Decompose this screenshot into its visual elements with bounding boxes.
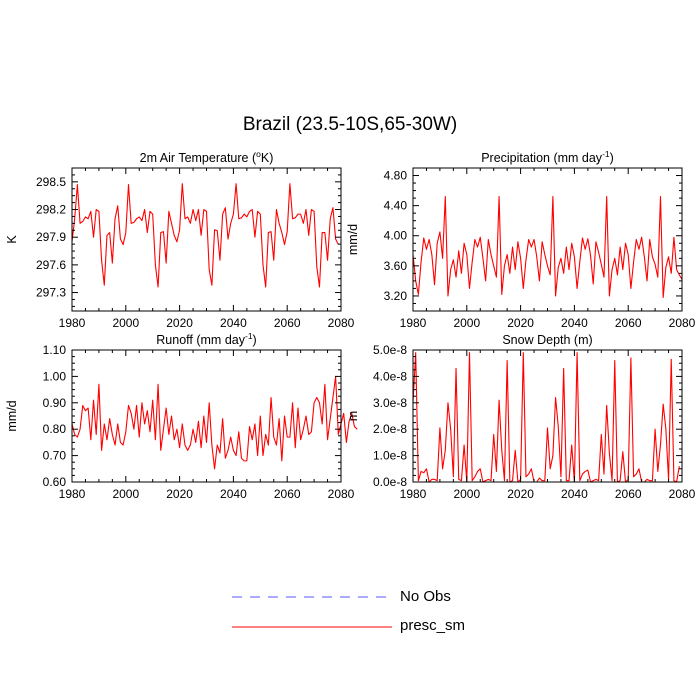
chart-2-y-tick-label: 3.60 (384, 259, 408, 273)
chart-2-title: Precipitation (mm day-1) (481, 149, 614, 165)
chart-2-x-tick-label: 2080 (669, 316, 696, 330)
chart-3-x-tick-label: 2060 (274, 487, 301, 501)
chart-3-y-axis-label: mm/d (5, 400, 19, 431)
chart-1-x-tick-label: 2040 (220, 316, 247, 330)
chart-2-y-tick-label: 4.00 (384, 229, 408, 243)
chart-1-y-tick-label: 297.3 (36, 286, 66, 300)
chart-3-y-tick-label: 0.90 (43, 396, 67, 410)
figure-title: Brazil (23.5-10S,65-30W) (242, 114, 458, 135)
chart-4-title: Snow Depth (m) (502, 333, 592, 347)
chart-3-plot-frame (71, 349, 342, 483)
chart-3-y-tick-label: 1.10 (43, 343, 67, 357)
chart-3-y-tick-label: 1.00 (43, 369, 67, 383)
chart-4-series-line (412, 352, 680, 483)
chart-4-x-tick-label: 2040 (561, 487, 588, 501)
chart-1-series-line (71, 183, 339, 288)
chart-2-x-tick-label: 2040 (561, 316, 588, 330)
chart-1-y-axis-label: K (5, 235, 19, 244)
chart-1-y-tick-label: 298.2 (36, 203, 66, 217)
chart-2-y-axis-label: mm/d (346, 224, 360, 255)
chart-3-x-tick-label: 2040 (220, 487, 247, 501)
chart-3-y-tick-label: 0.80 (43, 422, 67, 436)
chart-4-y-tick-label: 1.0e-8 (373, 449, 407, 463)
chart-3-x-tick-label: 2020 (166, 487, 193, 501)
chart-3-series-line (71, 375, 358, 470)
chart-3-x-tick-label: 1980 (59, 487, 86, 501)
chart-4-x-tick-label: 1980 (400, 487, 427, 501)
chart-4-x-tick-label: 2060 (615, 487, 642, 501)
chart-1-y-tick-label: 297.6 (36, 258, 66, 272)
chart-4-x-tick-label: 2000 (453, 487, 480, 501)
chart-2-x-tick-label: 2020 (507, 316, 534, 330)
chart-4-x-tick-label: 2020 (507, 487, 534, 501)
chart-4-y-axis-label: m (346, 411, 360, 421)
legend-label-no-obs: No Obs (400, 588, 451, 605)
chart-3-y-tick-label: 0.70 (43, 449, 67, 463)
chart-1-x-tick-label: 2060 (274, 316, 301, 330)
chart-1-y-tick-label: 297.9 (36, 230, 66, 244)
chart-4-y-tick-label: 0.0e-8 (373, 475, 407, 489)
chart-3-x-tick-label: 2080 (328, 487, 355, 501)
chart-4-y-tick-label: 5.0e-8 (373, 343, 407, 357)
chart-2-y-tick-label: 4.80 (384, 169, 408, 183)
chart-1-x-tick-label: 2080 (328, 316, 355, 330)
legend-label-presc-sm: presc_sm (400, 617, 466, 634)
chart-3-title: Runoff (mm day-1) (156, 331, 256, 347)
chart-1-x-tick-label: 1980 (59, 316, 86, 330)
chart-4-y-tick-label: 3.0e-8 (373, 396, 407, 410)
chart-4-y-tick-label: 2.0e-8 (373, 422, 407, 436)
chart-1-x-tick-label: 2000 (112, 316, 139, 330)
chart-2-x-tick-label: 2000 (453, 316, 480, 330)
chart-1-plot-frame (71, 167, 342, 312)
chart-4-y-tick-label: 4.0e-8 (373, 369, 407, 383)
chart-3-y-tick-label: 0.60 (43, 475, 67, 489)
chart-4-x-tick-label: 2080 (669, 487, 696, 501)
chart-3-x-tick-label: 2000 (112, 487, 139, 501)
chart-2-y-tick-label: 4.40 (384, 199, 408, 213)
chart-1-title: 2m Air Temperature (oK) (140, 149, 274, 165)
chart-2-x-tick-label: 2060 (615, 316, 642, 330)
chart-2-series-line (412, 196, 683, 299)
chart-1-x-tick-label: 2020 (166, 316, 193, 330)
chart-1-y-tick-label: 298.5 (36, 175, 66, 189)
chart-2-x-tick-label: 1980 (400, 316, 427, 330)
chart-2-y-tick-label: 3.20 (384, 289, 408, 303)
